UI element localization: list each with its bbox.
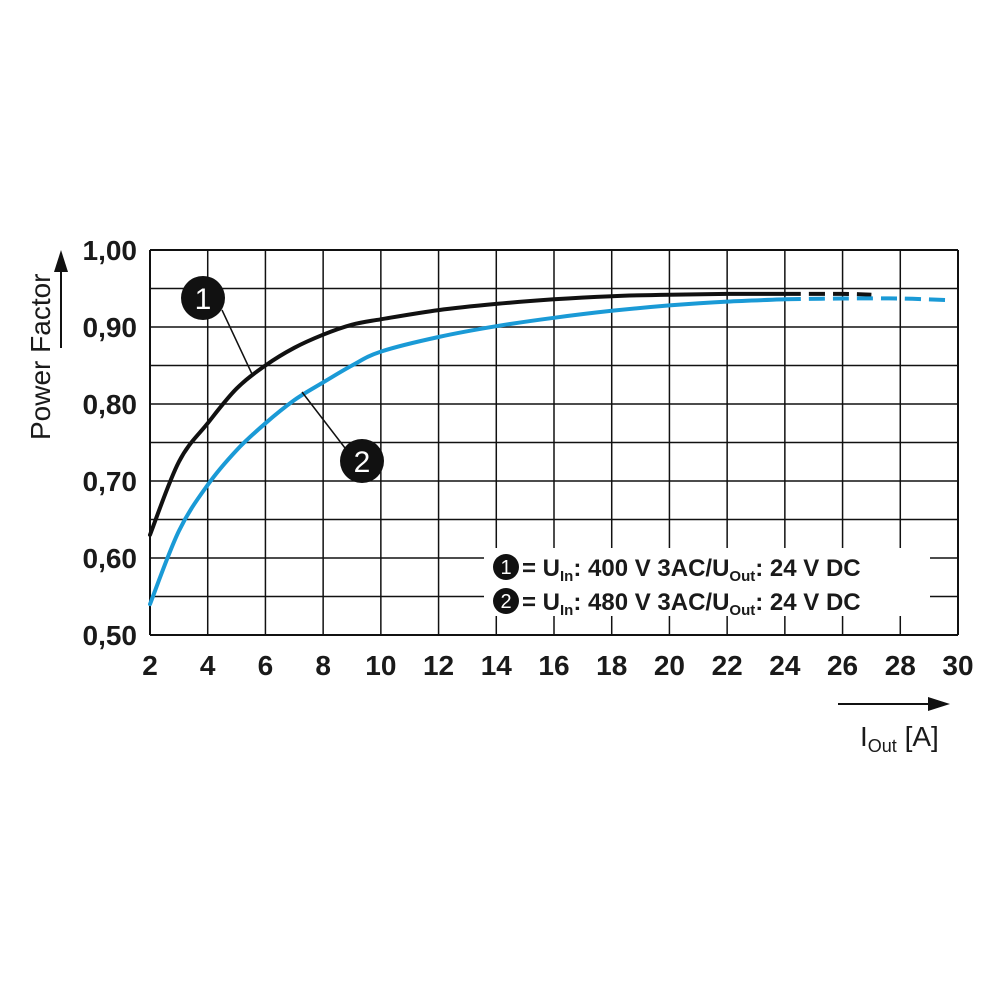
- x-tick-label: 2: [142, 650, 158, 681]
- svg-text:= UIn: 480 V 3AC/UOut: 24 V DC: = UIn: 480 V 3AC/UOut: 24 V DC: [522, 589, 861, 619]
- x-tick-label: 10: [365, 650, 396, 681]
- svg-text:1: 1: [500, 557, 511, 579]
- x-tick-label: 26: [827, 650, 858, 681]
- x-tick-label: 24: [769, 650, 801, 681]
- y-tick-label: 1,00: [83, 235, 138, 266]
- y-tick-label: 0,70: [83, 466, 138, 497]
- y-axis-label-group: Power Factor: [25, 250, 68, 440]
- marker-2: 2: [301, 391, 384, 483]
- tick-labels: 2 4 6 8 10 12 14 16 18 20 22 24 26 28 300,500,600,700,…: [83, 235, 974, 681]
- svg-text:1: 1: [195, 283, 212, 316]
- marker-1: 1: [181, 276, 253, 375]
- series-1-line: [148, 291, 787, 537]
- svg-text:2: 2: [500, 591, 511, 613]
- y-axis-arrow-icon: [54, 250, 68, 272]
- svg-text:2: 2: [354, 446, 371, 479]
- x-tick-label: 16: [538, 650, 569, 681]
- y-tick-label: 0,80: [83, 389, 138, 420]
- series-2-line: [148, 297, 787, 607]
- series-lines: [148, 291, 947, 607]
- x-tick-label: 8: [315, 650, 331, 681]
- x-tick-label: 4: [200, 650, 216, 681]
- series-2-extension: [784, 296, 947, 302]
- x-axis-arrow-icon: [928, 697, 950, 711]
- legend-item-2: 2 = UIn: 480 V 3AC/UOut: 24 V DC: [493, 588, 861, 619]
- x-tick-label: 20: [654, 650, 685, 681]
- y-tick-label: 0,60: [83, 543, 138, 574]
- x-axis-label: IOut [A]: [860, 721, 939, 756]
- x-tick-label: 28: [885, 650, 916, 681]
- svg-text:= UIn: 400 V 3AC/UOut: 24 V DC: = UIn: 400 V 3AC/UOut: 24 V DC: [522, 555, 861, 585]
- x-tick-label: 14: [481, 650, 513, 681]
- x-tick-label: 12: [423, 650, 454, 681]
- legend: 1 = UIn: 400 V 3AC/UOut: 24 V DC 2 = UIn…: [484, 548, 930, 619]
- x-tick-label: 18: [596, 650, 627, 681]
- x-axis-label-group: IOut [A]: [838, 697, 950, 756]
- series-1-extension: [784, 291, 872, 297]
- x-tick-label: 6: [258, 650, 274, 681]
- x-tick-label: 22: [712, 650, 743, 681]
- y-tick-label: 0,50: [83, 620, 138, 651]
- legend-item-1: 1 = UIn: 400 V 3AC/UOut: 24 V DC: [493, 554, 861, 585]
- y-axis-label: Power Factor: [25, 274, 56, 441]
- y-tick-label: 0,90: [83, 312, 138, 343]
- x-tick-label: 30: [942, 650, 973, 681]
